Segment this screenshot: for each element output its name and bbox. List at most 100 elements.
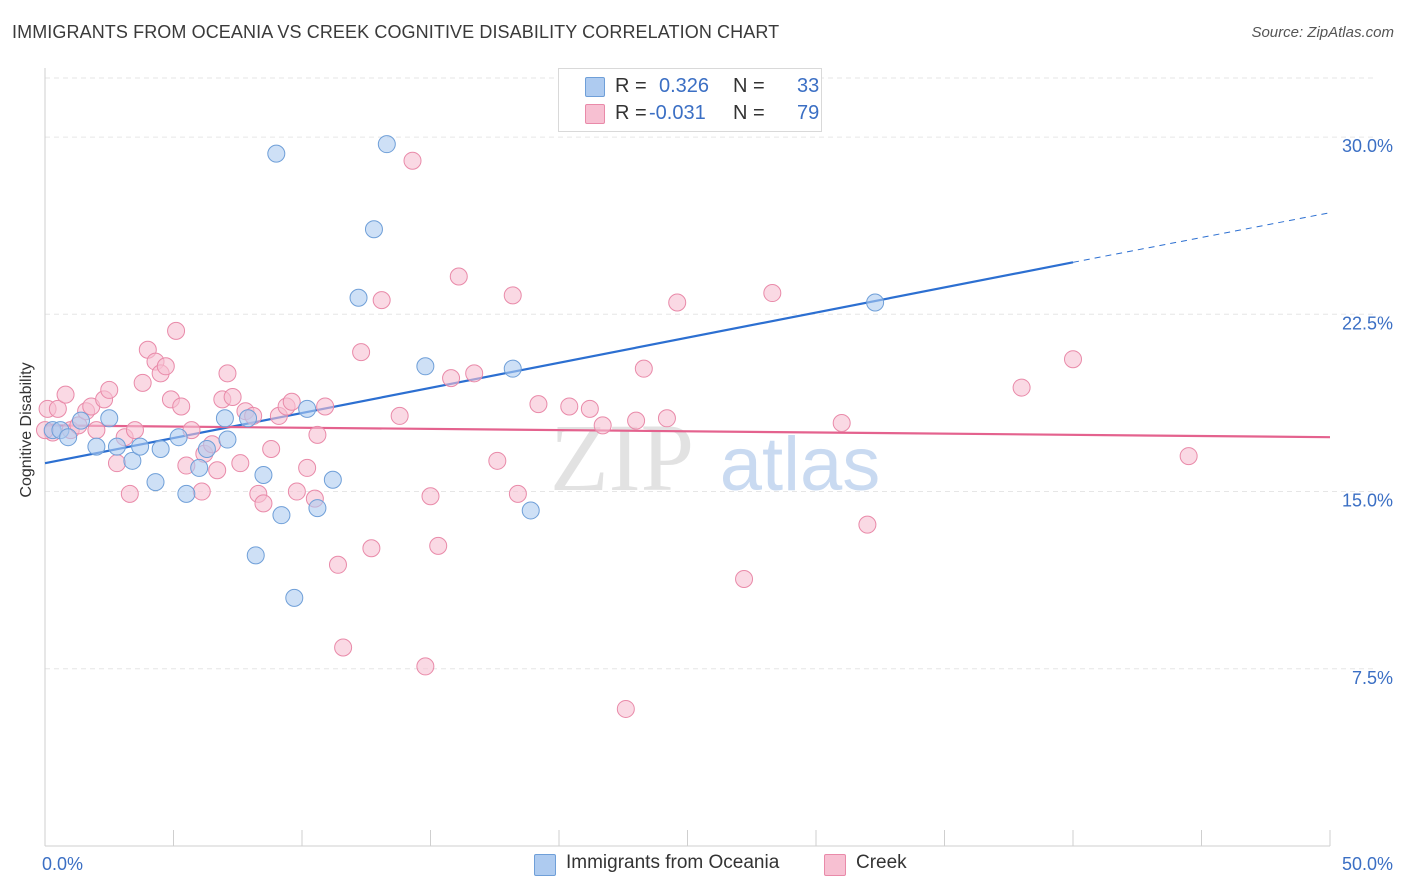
creek-point <box>254 494 273 513</box>
creek-point <box>832 414 851 433</box>
creek-point <box>1012 378 1031 397</box>
creek-point <box>429 536 448 555</box>
creek-point <box>316 397 335 416</box>
watermark-atlas: atlas <box>720 422 881 507</box>
creek-point <box>763 284 782 303</box>
oceania-point <box>177 484 196 503</box>
y-axis-label-wrap: Cognitive Disability <box>12 300 42 560</box>
creek-point <box>48 399 67 418</box>
oceania-point <box>285 588 304 607</box>
axes <box>44 68 1331 847</box>
creek-point <box>442 369 461 388</box>
oceania-point <box>323 470 342 489</box>
legend-swatch-creek <box>585 104 605 124</box>
oceania-point <box>272 506 291 525</box>
creek-point <box>503 286 522 305</box>
legend-r-value: 0.326 <box>659 75 710 97</box>
oceania-point <box>866 293 885 312</box>
oceania-point <box>503 359 522 378</box>
creek-point <box>133 373 152 392</box>
bottom-legend-label-creek: Creek <box>856 852 907 873</box>
creek-point <box>668 293 687 312</box>
oceania-point <box>218 430 237 449</box>
creek-point <box>616 699 635 718</box>
chart-title: IMMIGRANTS FROM OCEANIA VS CREEK COGNITI… <box>12 22 780 42</box>
creek-point <box>223 388 242 407</box>
creek-point <box>192 482 211 501</box>
creek-point <box>508 484 527 503</box>
creek-point <box>580 399 599 418</box>
oceania-trend-line <box>44 261 1074 465</box>
creek-point <box>560 397 579 416</box>
bottom-legend-label-oceania: Immigrants from Oceania <box>566 852 780 873</box>
legend-n-label: N = <box>733 102 765 124</box>
creek-point <box>120 484 139 503</box>
oceania-point <box>239 409 258 428</box>
oceania-point <box>197 440 216 459</box>
legend-n-label: N = <box>733 75 765 97</box>
creek-point <box>100 380 119 399</box>
creek-point <box>372 291 391 310</box>
oceania-point <box>364 220 383 239</box>
creek-point <box>362 539 381 558</box>
legend-r-label: R = <box>615 75 647 97</box>
oceania-point <box>123 451 142 470</box>
creek-point <box>334 638 353 657</box>
oceania-point <box>308 499 327 518</box>
oceania-point <box>146 473 165 492</box>
legend-n-value: 79 <box>797 102 820 124</box>
y-axis-label: Cognitive Disability <box>18 362 35 498</box>
x-tick-label: 50.0% <box>1342 854 1393 874</box>
creek-point <box>308 425 327 444</box>
legend-r-label: R = <box>615 102 647 124</box>
creek-point <box>56 385 75 404</box>
creek-point <box>328 555 347 574</box>
creek-point <box>627 411 646 430</box>
y-tick-label: 30.0% <box>1342 136 1393 156</box>
oceania-point <box>169 428 188 447</box>
creek-point <box>465 364 484 383</box>
x-tick-label: 0.0% <box>42 854 83 874</box>
creek-point <box>282 392 301 411</box>
creek-point <box>488 451 507 470</box>
oceania-point <box>416 357 435 376</box>
creek-point <box>287 482 306 501</box>
y-tick-label: 15.0% <box>1342 491 1393 511</box>
creek-point <box>231 454 250 473</box>
oceania-point <box>100 409 119 428</box>
creek-point <box>403 151 422 170</box>
y-tick-label: 22.5% <box>1342 313 1393 333</box>
creek-point <box>172 397 191 416</box>
gridlines <box>45 77 1375 670</box>
source-label: Source: ZipAtlas.com <box>1251 24 1394 41</box>
legend-r-value: -0.031 <box>649 102 706 124</box>
creek-point <box>352 343 371 362</box>
oceania-point <box>87 437 106 456</box>
oceania-point <box>246 546 265 565</box>
tick-labels: 7.5% 15.0% 22.5% 30.0% 0.0% 50.0% <box>42 136 1393 874</box>
creek-point <box>390 406 409 425</box>
creek-point <box>416 657 435 676</box>
oceania-point <box>59 428 78 447</box>
creek-point <box>593 416 612 435</box>
creek-point <box>298 458 317 477</box>
creek-point <box>529 395 548 414</box>
bottom-legend-swatch-creek <box>824 854 846 876</box>
creek-point <box>262 440 281 459</box>
creek-trend-line <box>44 424 1331 439</box>
legend-n-value: 33 <box>797 75 820 97</box>
oceania-point <box>254 465 273 484</box>
oceania-point <box>190 458 209 477</box>
oceania-point <box>131 437 150 456</box>
creek-point <box>421 487 440 506</box>
oceania-point <box>71 411 90 430</box>
creek-point <box>156 357 175 376</box>
creek-point <box>634 359 653 378</box>
creek-point <box>449 267 468 286</box>
creek-point <box>208 461 227 480</box>
oceania-point <box>521 501 540 520</box>
creek-point <box>87 421 106 440</box>
creek-point <box>167 321 186 340</box>
correlation-legend: R = 0.326 N = 33 R = -0.031 N = 79 <box>558 68 822 132</box>
